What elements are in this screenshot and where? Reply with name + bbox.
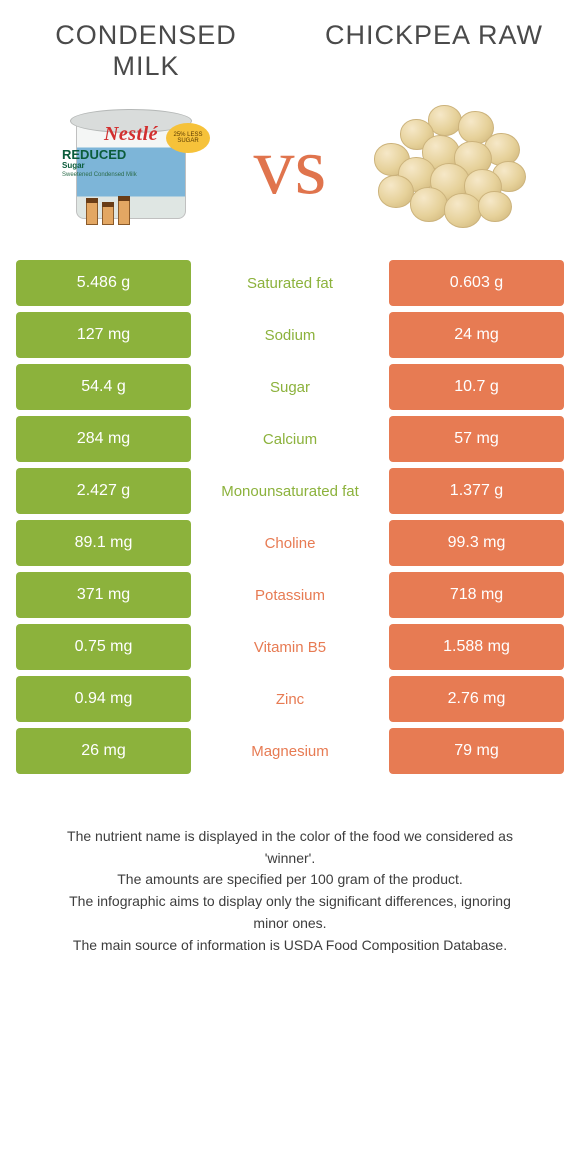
left-value: 26 mg xyxy=(16,728,191,774)
nutrient-row: 371 mgPotassium718 mg xyxy=(16,572,564,618)
right-value: 718 mg xyxy=(389,572,564,618)
right-value: 2.76 mg xyxy=(389,676,564,722)
left-value: 54.4 g xyxy=(16,364,191,410)
nutrient-row: 89.1 mgCholine99.3 mg xyxy=(16,520,564,566)
infographic: CONDENSED MILK CHICKPEA RAW Nestlé REDUC… xyxy=(0,0,580,986)
nutrient-name: Potassium xyxy=(195,572,385,618)
can-dessert-art xyxy=(86,197,136,225)
nutrient-name: Choline xyxy=(195,520,385,566)
nutrient-row: 26 mgMagnesium79 mg xyxy=(16,728,564,774)
nutrient-row: 54.4 gSugar10.7 g xyxy=(16,364,564,410)
left-value: 0.75 mg xyxy=(16,624,191,670)
nutrient-name: Vitamin B5 xyxy=(195,624,385,670)
can-label-text: REDUCED Sugar Sweetened Condensed Milk xyxy=(62,148,160,178)
right-value: 10.7 g xyxy=(389,364,564,410)
left-value: 284 mg xyxy=(16,416,191,462)
nutrient-row: 127 mgSodium24 mg xyxy=(16,312,564,358)
hero-row: Nestlé REDUCED Sugar Sweetened Condensed… xyxy=(16,92,564,260)
footer-notes: The nutrient name is displayed in the co… xyxy=(16,780,564,956)
vs-label: vs xyxy=(254,125,327,207)
right-value: 79 mg xyxy=(389,728,564,774)
title-right: CHICKPEA RAW xyxy=(324,20,544,82)
right-value: 57 mg xyxy=(389,416,564,462)
nutrient-name: Sugar xyxy=(195,364,385,410)
left-value: 2.427 g xyxy=(16,468,191,514)
footer-line-3: The infographic aims to display only the… xyxy=(56,891,524,934)
right-value: 1.588 mg xyxy=(389,624,564,670)
footer-line-4: The main source of information is USDA F… xyxy=(56,935,524,957)
left-value: 5.486 g xyxy=(16,260,191,306)
nutrient-name: Monounsaturated fat xyxy=(195,468,385,514)
left-value: 89.1 mg xyxy=(16,520,191,566)
nutrient-name: Calcium xyxy=(195,416,385,462)
left-value: 371 mg xyxy=(16,572,191,618)
nutrient-row: 5.486 gSaturated fat0.603 g xyxy=(16,260,564,306)
right-value: 1.377 g xyxy=(389,468,564,514)
right-value: 24 mg xyxy=(389,312,564,358)
left-image: Nestlé REDUCED Sugar Sweetened Condensed… xyxy=(46,96,216,236)
nutrient-name: Magnesium xyxy=(195,728,385,774)
nutrient-name: Saturated fat xyxy=(195,260,385,306)
left-value: 127 mg xyxy=(16,312,191,358)
can-badge: 25% LESS SUGAR xyxy=(166,123,210,153)
comparison-table: 5.486 gSaturated fat0.603 g127 mgSodium2… xyxy=(16,260,564,774)
nutrient-row: 284 mgCalcium57 mg xyxy=(16,416,564,462)
nutrient-row: 2.427 gMonounsaturated fat1.377 g xyxy=(16,468,564,514)
chickpea-illustration xyxy=(364,101,534,231)
nutrient-name: Sodium xyxy=(195,312,385,358)
right-image xyxy=(364,96,534,236)
left-value: 0.94 mg xyxy=(16,676,191,722)
nutrient-row: 0.94 mgZinc2.76 mg xyxy=(16,676,564,722)
nutrient-row: 0.75 mgVitamin B51.588 mg xyxy=(16,624,564,670)
footer-line-1: The nutrient name is displayed in the co… xyxy=(56,826,524,869)
condensed-milk-can-illustration: Nestlé REDUCED Sugar Sweetened Condensed… xyxy=(56,101,206,231)
title-left: CONDENSED MILK xyxy=(36,20,256,82)
footer-line-2: The amounts are specified per 100 gram o… xyxy=(56,869,524,891)
right-value: 0.603 g xyxy=(389,260,564,306)
title-row: CONDENSED MILK CHICKPEA RAW xyxy=(16,0,564,92)
right-value: 99.3 mg xyxy=(389,520,564,566)
nutrient-name: Zinc xyxy=(195,676,385,722)
